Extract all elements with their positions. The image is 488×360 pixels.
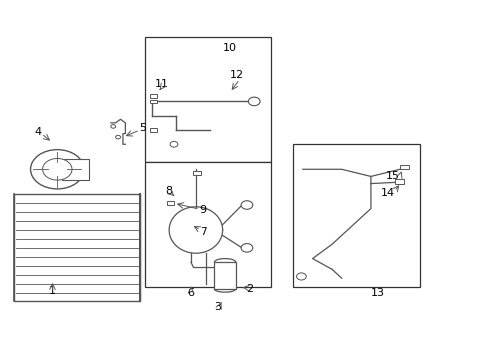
Circle shape <box>111 125 116 128</box>
Circle shape <box>116 135 120 139</box>
Text: 7: 7 <box>200 227 206 237</box>
Bar <box>394 179 403 184</box>
Text: 11: 11 <box>155 78 168 89</box>
Bar <box>292 144 419 287</box>
Circle shape <box>241 201 252 209</box>
Text: 9: 9 <box>199 205 206 215</box>
Circle shape <box>170 141 178 147</box>
Bar <box>149 94 157 98</box>
Text: 14: 14 <box>380 188 394 198</box>
Bar <box>214 262 235 289</box>
Bar <box>193 171 201 175</box>
Circle shape <box>42 158 72 180</box>
Text: 5: 5 <box>139 123 145 133</box>
Circle shape <box>241 244 252 252</box>
Text: 3: 3 <box>214 302 221 312</box>
Bar <box>399 165 408 169</box>
Bar <box>149 100 157 103</box>
Circle shape <box>296 273 305 280</box>
Text: 8: 8 <box>165 186 172 196</box>
Bar <box>144 162 271 287</box>
Text: 15: 15 <box>385 171 399 181</box>
Bar <box>144 37 271 162</box>
Circle shape <box>30 150 84 189</box>
Circle shape <box>248 97 260 106</box>
Text: 10: 10 <box>223 43 236 53</box>
Bar <box>166 202 174 205</box>
Text: 1: 1 <box>49 286 56 296</box>
Bar <box>62 158 89 180</box>
Text: 2: 2 <box>245 284 252 294</box>
Text: 6: 6 <box>187 288 194 297</box>
Bar <box>14 194 140 301</box>
Text: 4: 4 <box>34 127 41 137</box>
Text: 12: 12 <box>230 69 244 80</box>
Text: 13: 13 <box>370 288 385 297</box>
Bar <box>149 128 157 132</box>
